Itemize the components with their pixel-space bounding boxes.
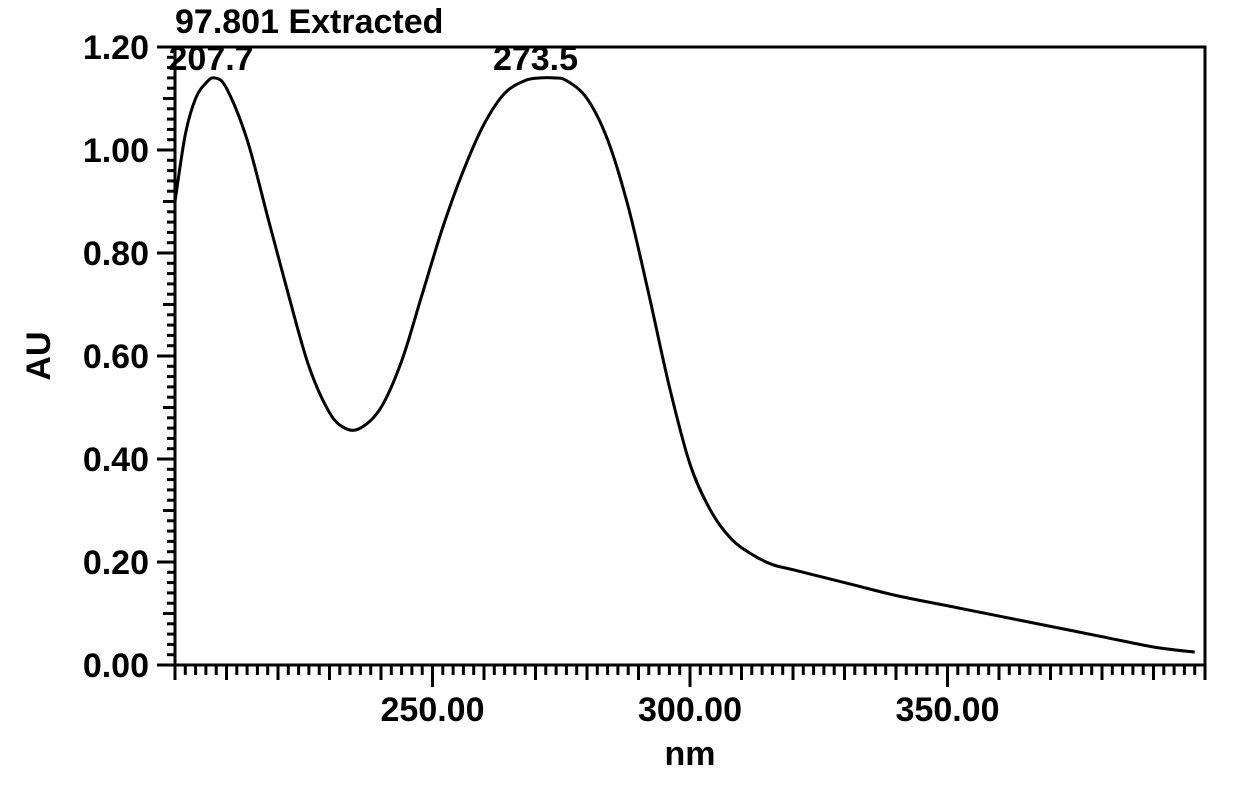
svg-text:0.20: 0.20 xyxy=(83,544,149,582)
plot-border xyxy=(175,47,1205,665)
x-axis-label: nm xyxy=(665,735,716,773)
svg-text:0.40: 0.40 xyxy=(83,441,149,479)
svg-text:350.00: 350.00 xyxy=(896,691,1000,729)
svg-text:1.00: 1.00 xyxy=(83,132,149,170)
chart-title: 97.801 Extracted xyxy=(175,3,443,41)
svg-text:0.80: 0.80 xyxy=(83,235,149,273)
y-axis-label: AU xyxy=(20,331,58,380)
y-axis-ticks xyxy=(157,47,175,665)
spectrum-line xyxy=(175,78,1195,653)
spectrum-chart: 0.00 0.20 0.40 0.60 0.80 1.00 1.20 250.00 300.0… xyxy=(20,0,1220,790)
svg-text:0.60: 0.60 xyxy=(83,338,149,376)
svg-text:300.00: 300.00 xyxy=(638,691,742,729)
y-axis-tick-labels: 0.00 0.20 0.40 0.60 0.80 1.00 1.20 xyxy=(83,29,149,685)
peak-label: 273.5 xyxy=(493,40,578,78)
svg-text:1.20: 1.20 xyxy=(83,29,149,67)
peak-label: 207.7 xyxy=(169,40,254,78)
x-axis-ticks xyxy=(175,665,1205,687)
x-axis-tick-labels: 250.00 300.00 350.00 xyxy=(381,691,1000,729)
svg-text:0.00: 0.00 xyxy=(83,647,149,685)
svg-text:250.00: 250.00 xyxy=(381,691,485,729)
